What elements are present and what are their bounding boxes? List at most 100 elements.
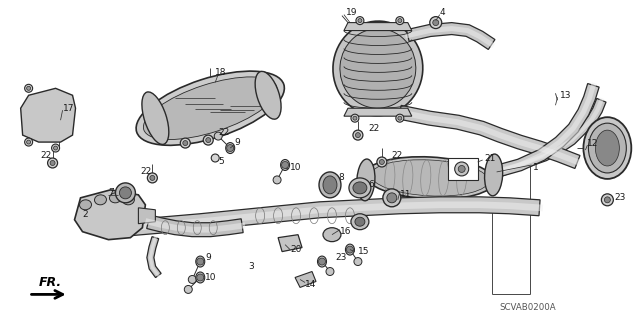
Circle shape bbox=[52, 144, 60, 152]
Polygon shape bbox=[278, 235, 302, 252]
Circle shape bbox=[54, 146, 58, 150]
Ellipse shape bbox=[280, 160, 289, 170]
Text: 22: 22 bbox=[218, 128, 230, 137]
Ellipse shape bbox=[383, 189, 401, 207]
Text: 1: 1 bbox=[532, 163, 538, 173]
Text: 20: 20 bbox=[290, 245, 301, 254]
Circle shape bbox=[227, 145, 234, 152]
Circle shape bbox=[380, 160, 385, 165]
Text: 19: 19 bbox=[346, 8, 358, 17]
Polygon shape bbox=[493, 84, 599, 178]
Text: 6: 6 bbox=[368, 180, 374, 189]
Ellipse shape bbox=[226, 143, 235, 153]
Text: 13: 13 bbox=[559, 91, 571, 100]
Text: 10: 10 bbox=[205, 273, 217, 282]
Ellipse shape bbox=[351, 214, 369, 230]
Text: 10: 10 bbox=[290, 163, 301, 173]
Polygon shape bbox=[344, 108, 412, 116]
Polygon shape bbox=[74, 190, 145, 240]
Ellipse shape bbox=[196, 272, 205, 283]
Circle shape bbox=[458, 166, 465, 173]
Text: SCVAB0200A: SCVAB0200A bbox=[500, 303, 556, 312]
Ellipse shape bbox=[588, 123, 627, 173]
Text: 12: 12 bbox=[588, 138, 599, 148]
Circle shape bbox=[196, 258, 204, 265]
Ellipse shape bbox=[353, 182, 367, 194]
Text: 23: 23 bbox=[614, 193, 626, 202]
Circle shape bbox=[353, 130, 363, 140]
Text: 4: 4 bbox=[440, 8, 445, 17]
Circle shape bbox=[214, 132, 222, 140]
Ellipse shape bbox=[595, 130, 620, 166]
Polygon shape bbox=[147, 237, 161, 278]
Circle shape bbox=[351, 114, 359, 122]
Text: 3: 3 bbox=[248, 262, 254, 271]
Text: 11: 11 bbox=[400, 190, 412, 199]
Ellipse shape bbox=[349, 178, 371, 198]
Text: 22: 22 bbox=[368, 124, 379, 133]
Ellipse shape bbox=[355, 217, 365, 226]
Ellipse shape bbox=[484, 154, 502, 196]
Ellipse shape bbox=[109, 193, 122, 203]
Circle shape bbox=[282, 161, 289, 168]
Polygon shape bbox=[295, 271, 316, 287]
Text: 22: 22 bbox=[140, 167, 152, 176]
Circle shape bbox=[398, 116, 402, 120]
Text: 15: 15 bbox=[358, 247, 369, 256]
Circle shape bbox=[398, 19, 402, 23]
Ellipse shape bbox=[143, 77, 277, 139]
Ellipse shape bbox=[196, 256, 205, 267]
Circle shape bbox=[355, 133, 360, 137]
Polygon shape bbox=[406, 23, 495, 49]
Circle shape bbox=[356, 17, 364, 25]
Circle shape bbox=[150, 175, 155, 181]
Circle shape bbox=[147, 173, 157, 183]
Ellipse shape bbox=[122, 195, 134, 205]
Text: 18: 18 bbox=[215, 68, 227, 77]
Circle shape bbox=[377, 157, 387, 167]
Polygon shape bbox=[138, 208, 156, 224]
Ellipse shape bbox=[255, 71, 281, 119]
Ellipse shape bbox=[120, 187, 131, 199]
Ellipse shape bbox=[142, 92, 169, 145]
Circle shape bbox=[319, 258, 326, 265]
Text: 17: 17 bbox=[63, 104, 74, 113]
Ellipse shape bbox=[95, 195, 106, 205]
Polygon shape bbox=[492, 98, 606, 179]
Text: 14: 14 bbox=[305, 280, 316, 289]
Circle shape bbox=[184, 286, 192, 293]
Text: 22: 22 bbox=[40, 151, 52, 160]
Polygon shape bbox=[399, 105, 580, 168]
Ellipse shape bbox=[323, 176, 337, 194]
Circle shape bbox=[25, 138, 33, 146]
Ellipse shape bbox=[340, 29, 416, 108]
Circle shape bbox=[604, 197, 611, 203]
Circle shape bbox=[47, 158, 58, 168]
Circle shape bbox=[602, 194, 613, 206]
Circle shape bbox=[326, 268, 334, 276]
Text: 5: 5 bbox=[218, 158, 224, 167]
Ellipse shape bbox=[115, 183, 136, 203]
Ellipse shape bbox=[387, 193, 397, 203]
Ellipse shape bbox=[79, 200, 92, 210]
Ellipse shape bbox=[357, 159, 375, 201]
Ellipse shape bbox=[333, 21, 423, 116]
Ellipse shape bbox=[365, 157, 495, 199]
Circle shape bbox=[346, 246, 353, 253]
Polygon shape bbox=[147, 215, 243, 237]
Circle shape bbox=[353, 116, 357, 120]
Circle shape bbox=[27, 140, 31, 144]
Polygon shape bbox=[20, 88, 76, 142]
Text: 16: 16 bbox=[340, 227, 351, 236]
Circle shape bbox=[196, 274, 204, 281]
Text: FR.: FR. bbox=[38, 276, 61, 289]
Polygon shape bbox=[130, 197, 540, 236]
Ellipse shape bbox=[323, 228, 341, 241]
FancyBboxPatch shape bbox=[448, 158, 477, 180]
Circle shape bbox=[430, 17, 442, 29]
Circle shape bbox=[358, 19, 362, 23]
Circle shape bbox=[454, 162, 468, 176]
Circle shape bbox=[183, 141, 188, 145]
Circle shape bbox=[180, 138, 190, 148]
Circle shape bbox=[204, 135, 213, 145]
